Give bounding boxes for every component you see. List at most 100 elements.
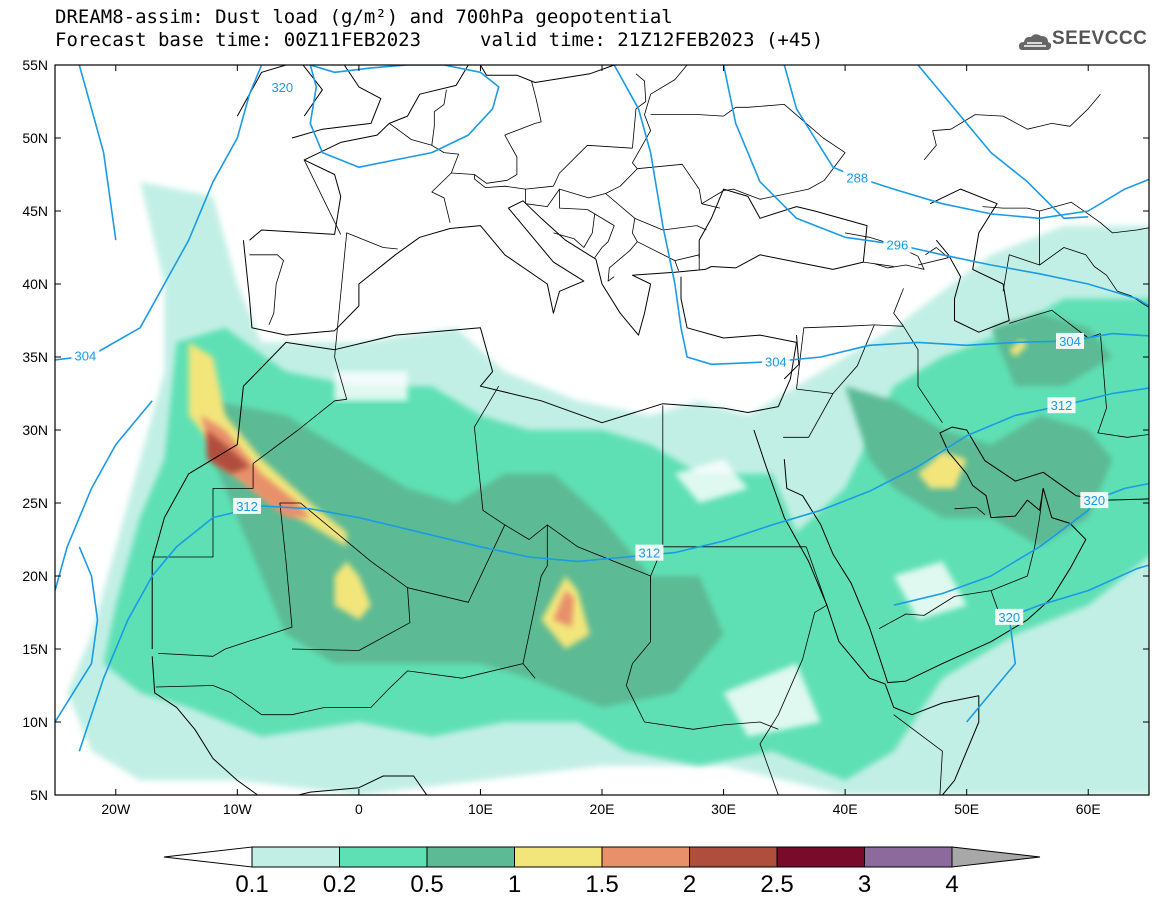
country-border [925,247,949,259]
colorbar-low-extension [163,846,253,868]
dust-1.5-area [553,590,574,628]
country-border [158,502,301,657]
dust-0.5-area [991,313,1113,387]
longitude-tick-label: 30E [711,801,736,817]
coastline [929,188,1010,333]
country-border [594,213,615,258]
contour-label-bg [635,544,664,561]
country-border [632,65,688,169]
colorbar-level-label: 4 [945,871,959,898]
colorbar-segment [776,846,865,868]
country-border [796,324,943,423]
geopotential-contour-line [966,564,1149,723]
latitude-tick-label: 30N [22,422,48,438]
geopotential-contours: 320 288 296 304 304 304 312 312 312 320 320 [55,65,1149,752]
country-border [553,209,596,248]
dust-free-area [334,371,408,401]
contour-label-bg [233,497,262,514]
contour-label: 312 [236,499,258,514]
coastline [753,429,980,795]
longitude-tick-label: 20W [101,801,131,817]
contour-label: 288 [846,170,868,185]
contour-label: 304 [75,349,97,364]
country-border [249,254,284,326]
coastline [783,335,800,380]
dust-1-area [334,561,371,620]
latitude-tick-label: 10N [22,714,48,730]
latitude-tick-label: 40N [22,276,48,292]
colorbar [163,846,1041,868]
colorbar-segment [514,846,603,868]
contour-label-bg [1047,397,1076,414]
longitude-tick-label: 60E [1076,801,1101,817]
forecast-base-time: Forecast base time: 00Z11FEB2023 [55,29,422,51]
country-border [525,168,638,207]
colorbar-level-label: 1 [507,871,522,898]
contour-label: 312 [1051,398,1073,413]
dust-1.5-area [200,415,311,518]
contour-label-bg [995,608,1024,625]
country-border [252,356,348,464]
longitude-tick-label: 10W [223,801,253,817]
longitude-tick-label: 20E [590,801,615,817]
country-border [155,663,524,716]
dust-0.5-area [845,386,1113,547]
contour-label: 304 [1059,334,1081,349]
coastline [479,65,615,83]
colorbar-level-label: 0.5 [410,871,444,898]
coastline [698,188,868,270]
geopotential-contour-line [917,65,1089,220]
country-border [605,193,638,282]
country-border [291,502,411,651]
dust-0.5-area [213,400,724,708]
country-border [559,189,588,210]
dust-1-area [1009,339,1028,357]
country-border [625,546,664,723]
contour-label-bg [883,236,912,253]
country-border [893,288,904,327]
geopotential-contour-line [78,65,117,241]
country-border [644,721,779,730]
contour-label: 304 [765,354,787,369]
colorbar-high-extension [951,846,1041,868]
colorbar-level-label: 0.2 [322,871,357,898]
country-border [431,89,447,146]
geopotential-contour-line [78,387,1149,752]
contour-label-bg [761,353,790,370]
country-border [152,463,254,558]
geopotential-contour-line [722,65,1149,307]
coastline [236,65,287,117]
coastline [242,200,712,336]
longitude-tick-label: 0 [355,801,363,817]
geopotential-contour-line [55,400,153,591]
colorbar-level-label: 3 [857,871,872,898]
contour-label: 320 [271,80,293,95]
coastline [291,65,382,139]
longitude-tick-label: 10E [468,801,493,817]
logo-text: SEEVCCC [1052,28,1148,49]
country-border [954,507,986,516]
country-border [650,104,846,205]
country-border [389,123,459,223]
geopotential-contour-line [783,65,1149,220]
country-border [674,260,679,272]
colorbar-level-label: 2 [682,871,697,898]
country-border [632,73,647,149]
colorbar-level-label: 0.1 [235,871,269,898]
geopotential-contour-line [309,65,500,168]
latitude-tick-label: 25N [22,495,48,511]
country-border [917,257,949,266]
country-border [474,144,633,190]
colorbar-segment [426,846,515,868]
contour-label-bg [1080,492,1109,509]
country-border [783,393,834,438]
dust-load-field [67,181,1149,795]
country-border [1039,247,1149,308]
coastline [249,65,469,241]
country-border [637,241,700,270]
dust-free-area [674,459,748,503]
latitude-tick-label: 5N [30,787,48,803]
country-border [863,261,894,267]
contour-label-bg [268,78,297,95]
